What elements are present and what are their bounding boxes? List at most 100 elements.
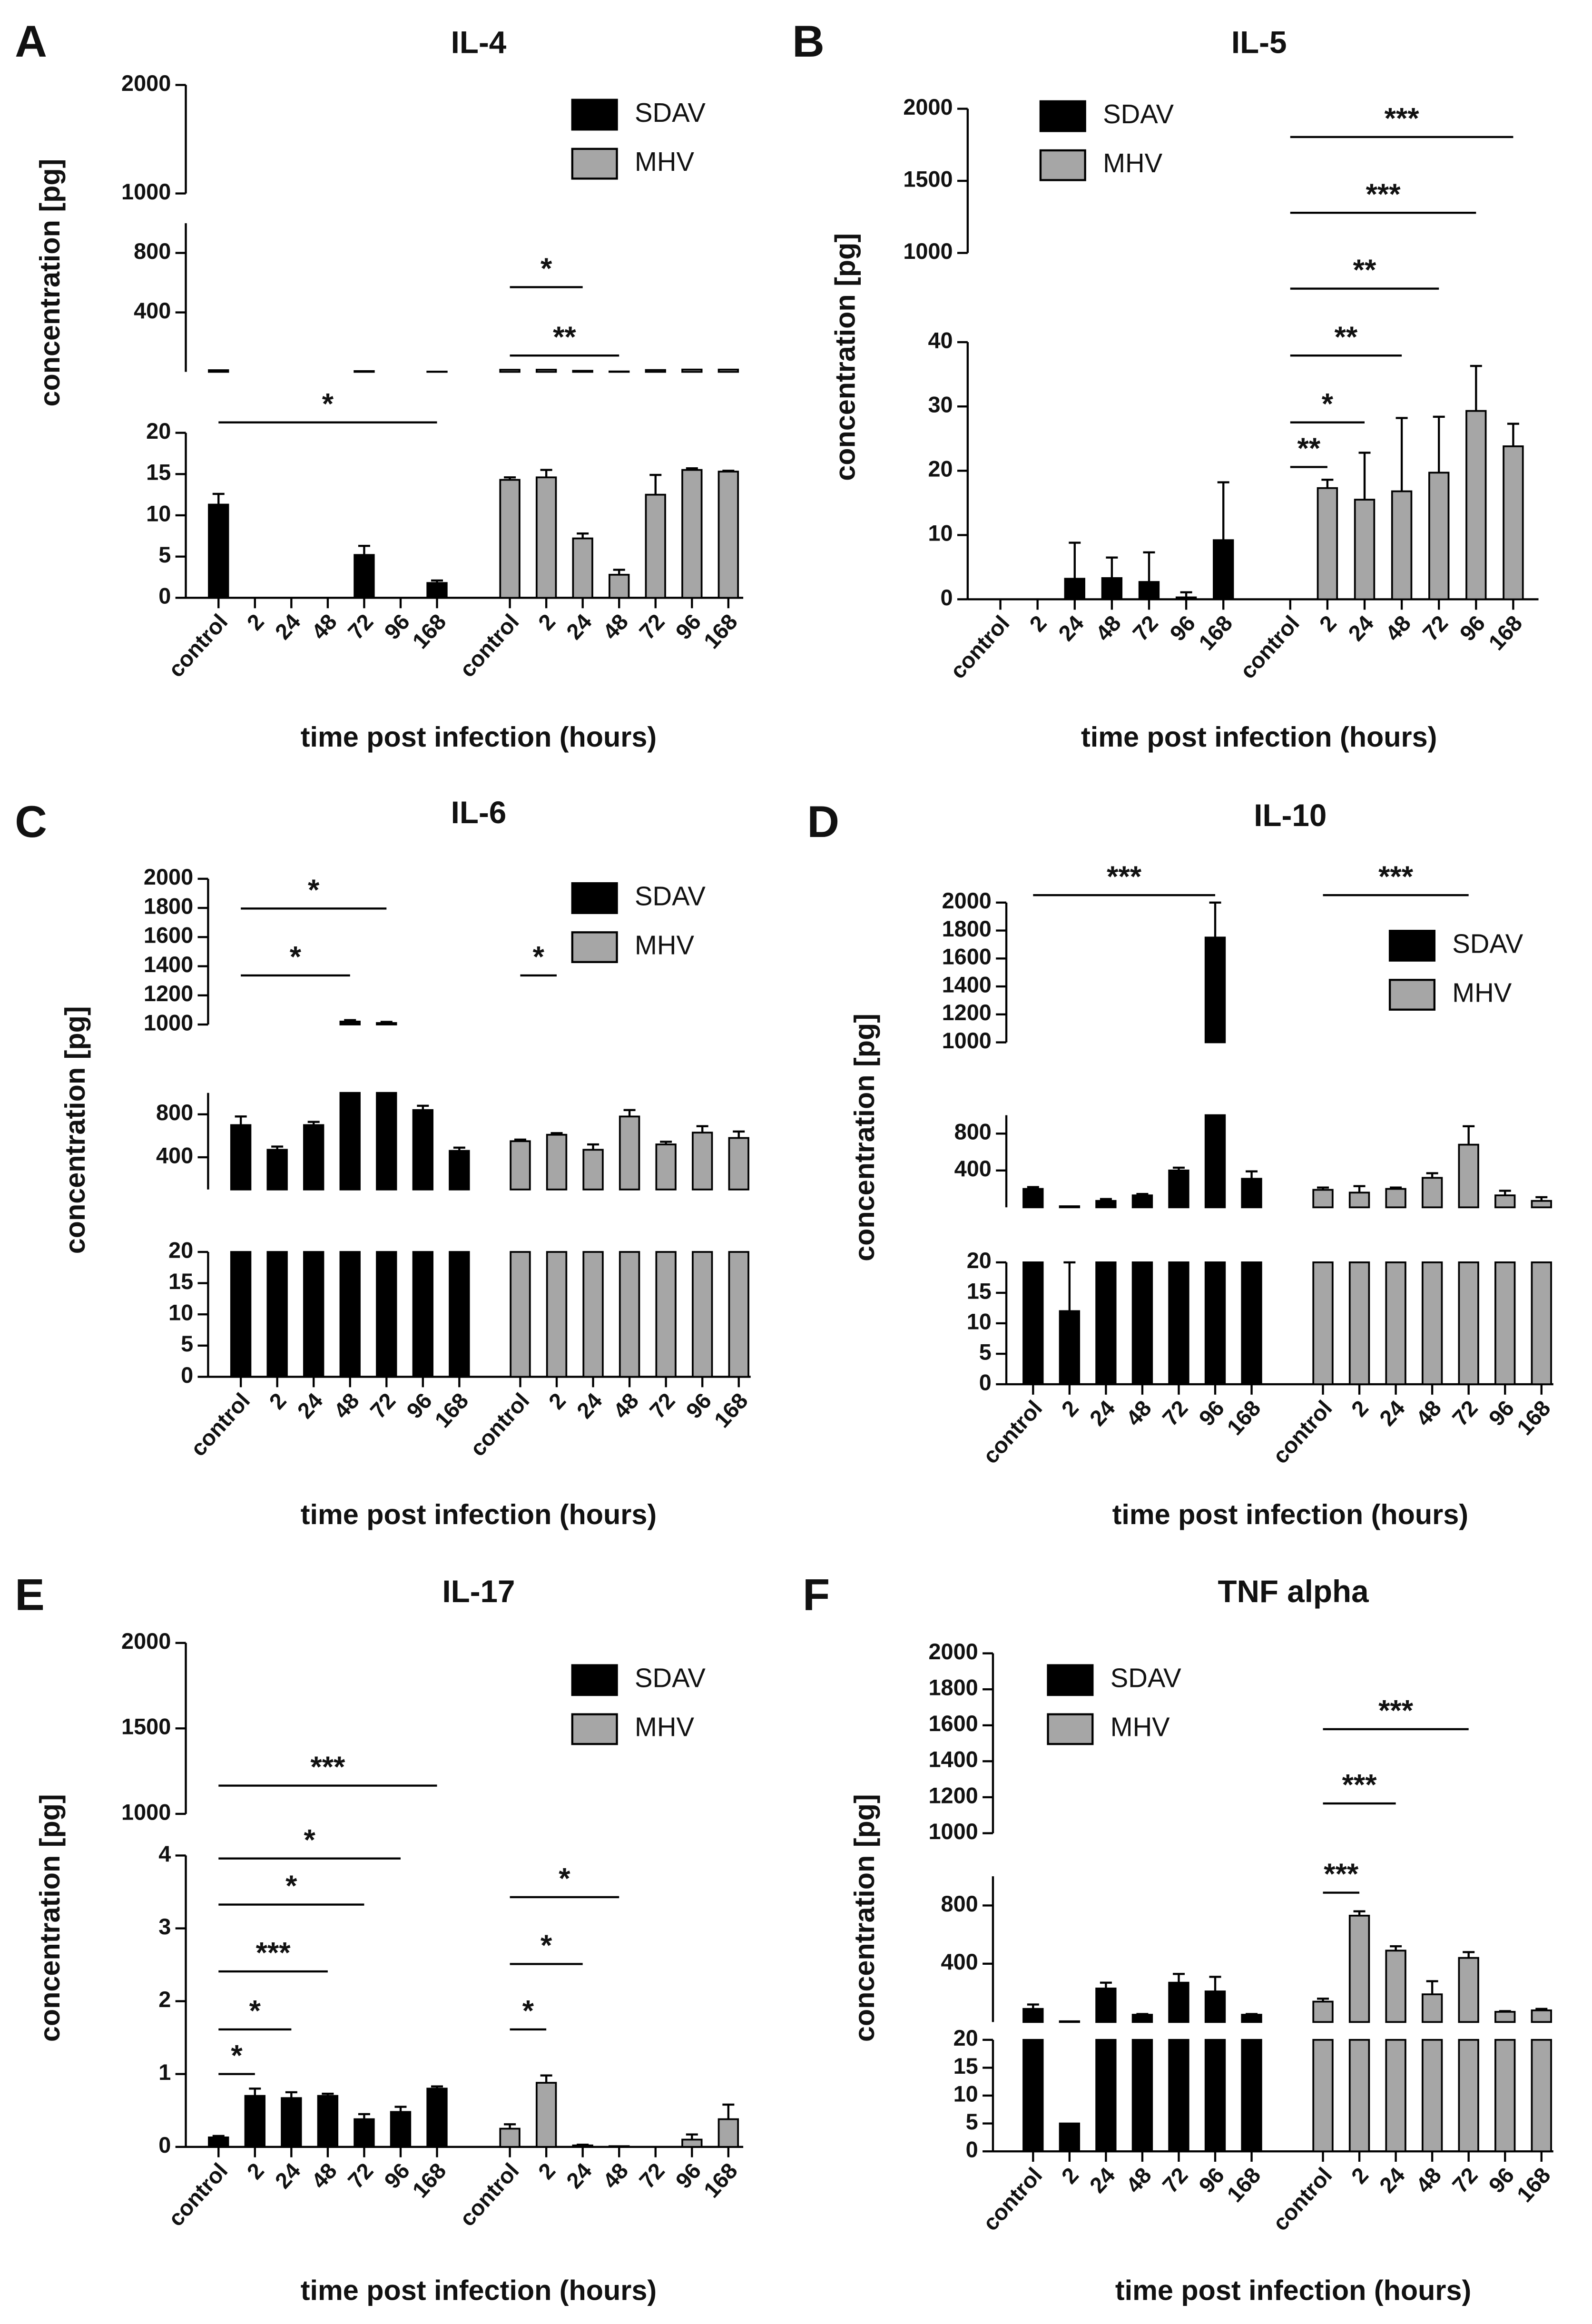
y-tick-label: 20	[146, 419, 171, 443]
legend-swatch	[571, 882, 618, 914]
bar	[1317, 487, 1338, 601]
bar	[717, 368, 739, 373]
y-tick-label: 20	[168, 1238, 193, 1262]
bar	[1059, 1205, 1081, 1209]
bar	[354, 2118, 375, 2148]
error-bar	[1100, 1981, 1112, 1989]
y-tick-label: 800	[156, 1100, 193, 1125]
y-tick-label: 1000	[144, 1010, 193, 1035]
bar	[303, 1124, 324, 1191]
error-bar	[514, 1138, 526, 1142]
legend-swatch	[571, 1713, 618, 1745]
error-bar	[380, 1021, 393, 1023]
x-axis-label: time post infection (hours)	[1115, 2275, 1471, 2306]
bar	[1241, 2038, 1262, 2153]
error-bar	[1172, 1166, 1185, 1171]
bar	[230, 1124, 252, 1191]
x-tick-label: 48	[306, 609, 342, 644]
x-tick-label: control	[163, 609, 232, 682]
panel-letter: C	[15, 797, 47, 847]
bar	[1059, 1310, 1081, 1385]
panel-letter: A	[15, 16, 47, 66]
y-axis-label: concentration [pg]	[848, 1014, 880, 1261]
bar	[619, 1115, 640, 1191]
x-tick-label: control	[163, 2158, 232, 2231]
bar	[1095, 2038, 1117, 2153]
x-tick-label: 72	[1418, 611, 1453, 646]
x-tick-label: 168	[699, 2158, 742, 2203]
x-tick-label: 48	[329, 1388, 364, 1423]
legend-label: SDAV	[635, 98, 706, 128]
error-bar	[1317, 1186, 1329, 1190]
error-bar	[1507, 423, 1519, 446]
bar	[339, 1021, 361, 1025]
bar	[691, 1132, 713, 1191]
chart-title: IL-6	[451, 795, 507, 830]
x-tick-label: 168	[699, 609, 742, 653]
y-tick-label: 1000	[903, 239, 953, 264]
bar	[1213, 539, 1234, 601]
bar	[1465, 410, 1487, 601]
x-tick-label: 48	[609, 1388, 644, 1423]
y-tick-label: 20	[928, 457, 953, 482]
legend-swatch	[1039, 149, 1086, 181]
significance-label: ***	[1342, 1768, 1377, 1802]
significance-label: ***	[256, 1936, 291, 1969]
error-bar	[1100, 1198, 1112, 1201]
bar	[1022, 2038, 1044, 2153]
significance-label: ***	[1385, 102, 1420, 135]
bar	[230, 1251, 252, 1378]
bar	[728, 1251, 749, 1378]
bar	[1022, 1188, 1044, 1209]
significance-label: *	[249, 1994, 261, 2028]
bar	[499, 369, 521, 373]
x-tick-label: 72	[343, 609, 378, 644]
error-bar	[1217, 481, 1229, 541]
x-tick-label: 2	[242, 2158, 269, 2184]
y-tick-label: 10	[168, 1300, 193, 1325]
error-bar	[1027, 1186, 1039, 1189]
y-tick-label: 2000	[121, 71, 171, 96]
bar	[1421, 2038, 1443, 2153]
panel-letter: F	[803, 1570, 830, 1620]
legend-label: MHV	[635, 147, 694, 177]
bar	[1385, 1188, 1406, 1209]
bar	[1421, 1993, 1443, 2023]
x-tick-label: 48	[1121, 1396, 1157, 1431]
error-bar	[540, 469, 552, 478]
x-tick-label: 2	[242, 609, 269, 635]
bar	[546, 1133, 568, 1191]
bar	[1312, 1261, 1334, 1385]
error-bar	[1499, 1190, 1511, 1196]
y-axis-label: concentration [pg]	[829, 233, 861, 481]
y-tick-label: 1800	[928, 1675, 978, 1700]
bar	[717, 2118, 739, 2148]
error-bar	[344, 1019, 356, 1022]
bar	[1348, 1261, 1370, 1385]
bar	[426, 2088, 448, 2148]
error-bar	[1063, 1261, 1076, 1311]
error-bar	[212, 2135, 225, 2137]
bar	[449, 1150, 470, 1191]
chart-title: IL-10	[1254, 798, 1327, 833]
y-tick-label: 1000	[121, 1800, 171, 1824]
y-tick-label: 0	[966, 2137, 978, 2162]
bar	[1428, 472, 1450, 601]
bar	[681, 2138, 703, 2148]
y-tick-label: 400	[954, 1156, 992, 1181]
bar	[645, 493, 666, 599]
x-tick-label: 96	[1194, 1396, 1229, 1431]
error-bar	[733, 1130, 745, 1138]
y-tick-label: 15	[967, 1279, 992, 1303]
legend-swatch	[1388, 979, 1436, 1011]
x-tick-label: 96	[1165, 611, 1200, 646]
y-tick-label: 1	[158, 2060, 171, 2085]
y-tick-label: 0	[158, 584, 171, 609]
x-tick-label: 168	[1484, 611, 1527, 655]
bar	[609, 2145, 630, 2148]
significance-label: ***	[1324, 1858, 1359, 1891]
x-tick-label: 2	[1057, 1396, 1083, 1421]
chart-title: IL-4	[451, 25, 507, 60]
y-tick-label: 1500	[121, 1714, 171, 1739]
error-bar	[660, 1141, 672, 1145]
